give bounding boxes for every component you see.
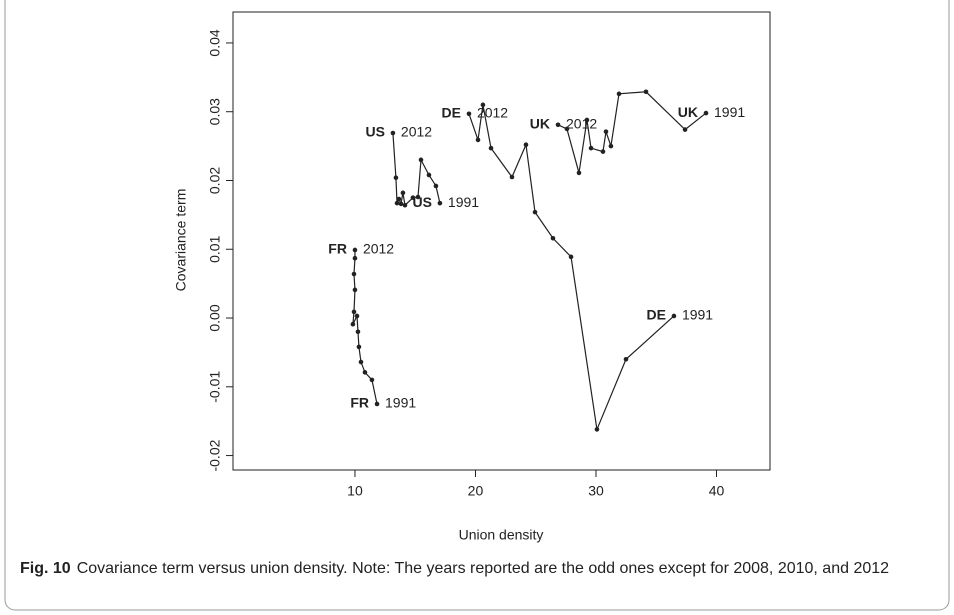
y-axis-label: Covariance term [173,189,189,292]
point [600,149,606,154]
point [415,194,421,200]
point [475,137,481,143]
point [588,145,594,151]
y-tick-label: 0.03 [207,98,223,125]
point [568,254,574,260]
point [550,235,556,241]
y-tick-label: 0.02 [207,167,223,194]
point [396,196,402,202]
point [352,247,358,253]
point [402,202,408,208]
x-tick-label: 40 [709,483,725,499]
plot-frame [232,11,771,471]
year-label: 1991 [682,307,713,323]
series-name: DE [442,104,461,120]
point [603,129,609,134]
point [623,356,629,362]
point [643,89,649,95]
point [480,102,486,108]
point [555,122,561,128]
y-tick-label: -0.01 [207,371,223,403]
point [362,370,368,375]
point [532,209,538,215]
x-tick-label: 10 [347,483,363,499]
x-tick-label: 20 [468,483,484,499]
point [523,142,529,148]
point [369,377,375,383]
point [594,427,600,432]
point [374,401,380,407]
year-label: 2012 [477,104,508,120]
series-line [557,91,707,174]
year-label: 2012 [401,124,432,140]
point [671,313,677,319]
point [682,127,688,132]
point [418,157,424,163]
point [608,143,614,149]
series-name: US [365,124,384,140]
year-label: 2012 [566,115,597,131]
point [352,255,358,261]
point [350,321,356,327]
caption-text: Covariance term versus union density. No… [76,560,890,577]
point [356,344,362,350]
point [703,110,709,116]
y-tick-label: 0.04 [207,29,223,56]
point [398,201,404,207]
y-tick-label: 0.00 [207,304,223,331]
series-name: US [412,194,431,210]
point [393,175,399,181]
point [488,145,494,151]
point [466,111,472,117]
point [355,329,361,335]
point [410,195,416,200]
series-name: UK [678,104,698,120]
point [616,91,622,97]
point [584,117,590,123]
y-tick-label: -0.02 [207,439,223,471]
point [352,287,358,293]
caption: Fig. 10 Covariance term versus union dens… [20,558,945,580]
point [351,271,357,277]
series-name: DE [646,307,665,323]
point [351,309,357,315]
figure-border [4,0,950,611]
point [390,130,396,136]
year-label: 1991 [385,395,416,411]
series-line [468,104,675,432]
point [433,183,439,189]
y-tick-label: 0.01 [207,235,223,262]
series-name: FR [328,241,347,257]
series-name: FR [350,395,369,411]
year-label: 1991 [714,104,745,120]
point [394,200,400,206]
x-tick-label: 30 [588,483,604,499]
point [437,200,443,206]
x-axis-label: Union density [459,527,544,543]
year-label: 2012 [363,241,394,257]
point [576,170,582,176]
year-label: 1991 [448,194,479,210]
point [426,172,432,178]
point [400,190,406,196]
series-name: UK [530,115,550,131]
point [509,174,515,180]
point [564,126,570,132]
caption-label: Fig. 10 [20,560,71,577]
point [358,359,364,365]
point [354,313,360,319]
